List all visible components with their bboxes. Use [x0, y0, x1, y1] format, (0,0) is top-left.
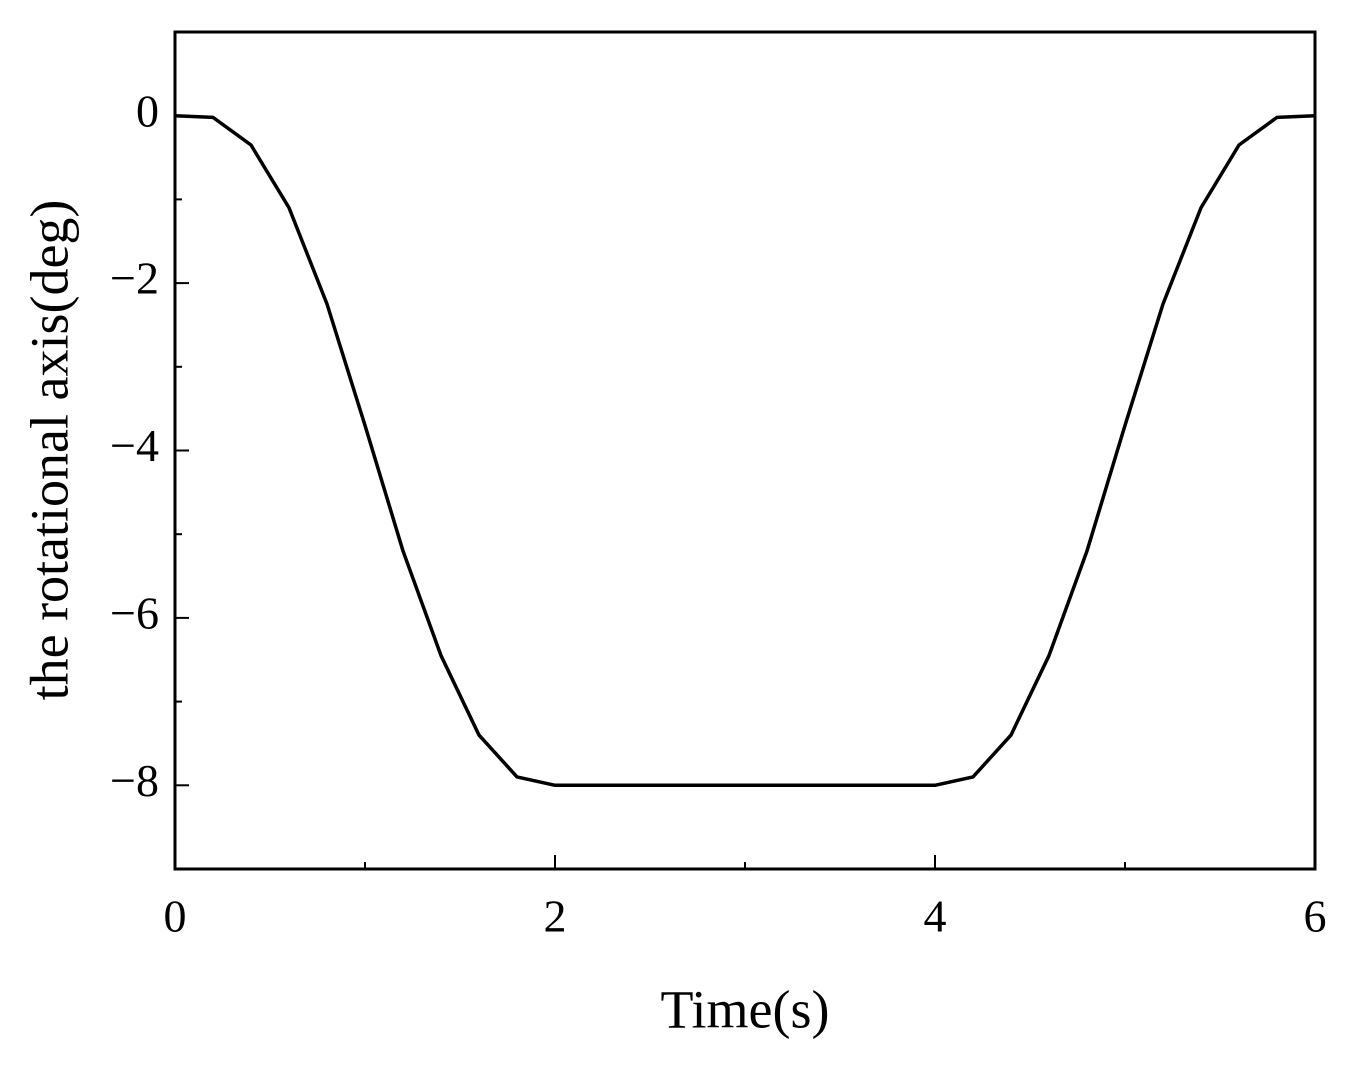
line-series	[174, 113, 1316, 788]
y-tick-label: −4	[110, 420, 159, 471]
y-tick-label: −8	[110, 755, 159, 806]
y-tick-label: −2	[110, 253, 159, 304]
y-tick-label: 0	[136, 85, 159, 136]
y-tick-label: −6	[110, 587, 159, 638]
x-tick-label: 2	[544, 891, 567, 942]
y-axis-label: the rotational axis(deg)	[19, 200, 79, 701]
x-tick-label: 4	[924, 891, 947, 942]
x-axis-label: Time(s)	[660, 979, 829, 1039]
x-tick-label: 6	[1304, 891, 1327, 942]
x-tick-label: 0	[164, 891, 187, 942]
plot-frame	[173, 30, 1317, 871]
